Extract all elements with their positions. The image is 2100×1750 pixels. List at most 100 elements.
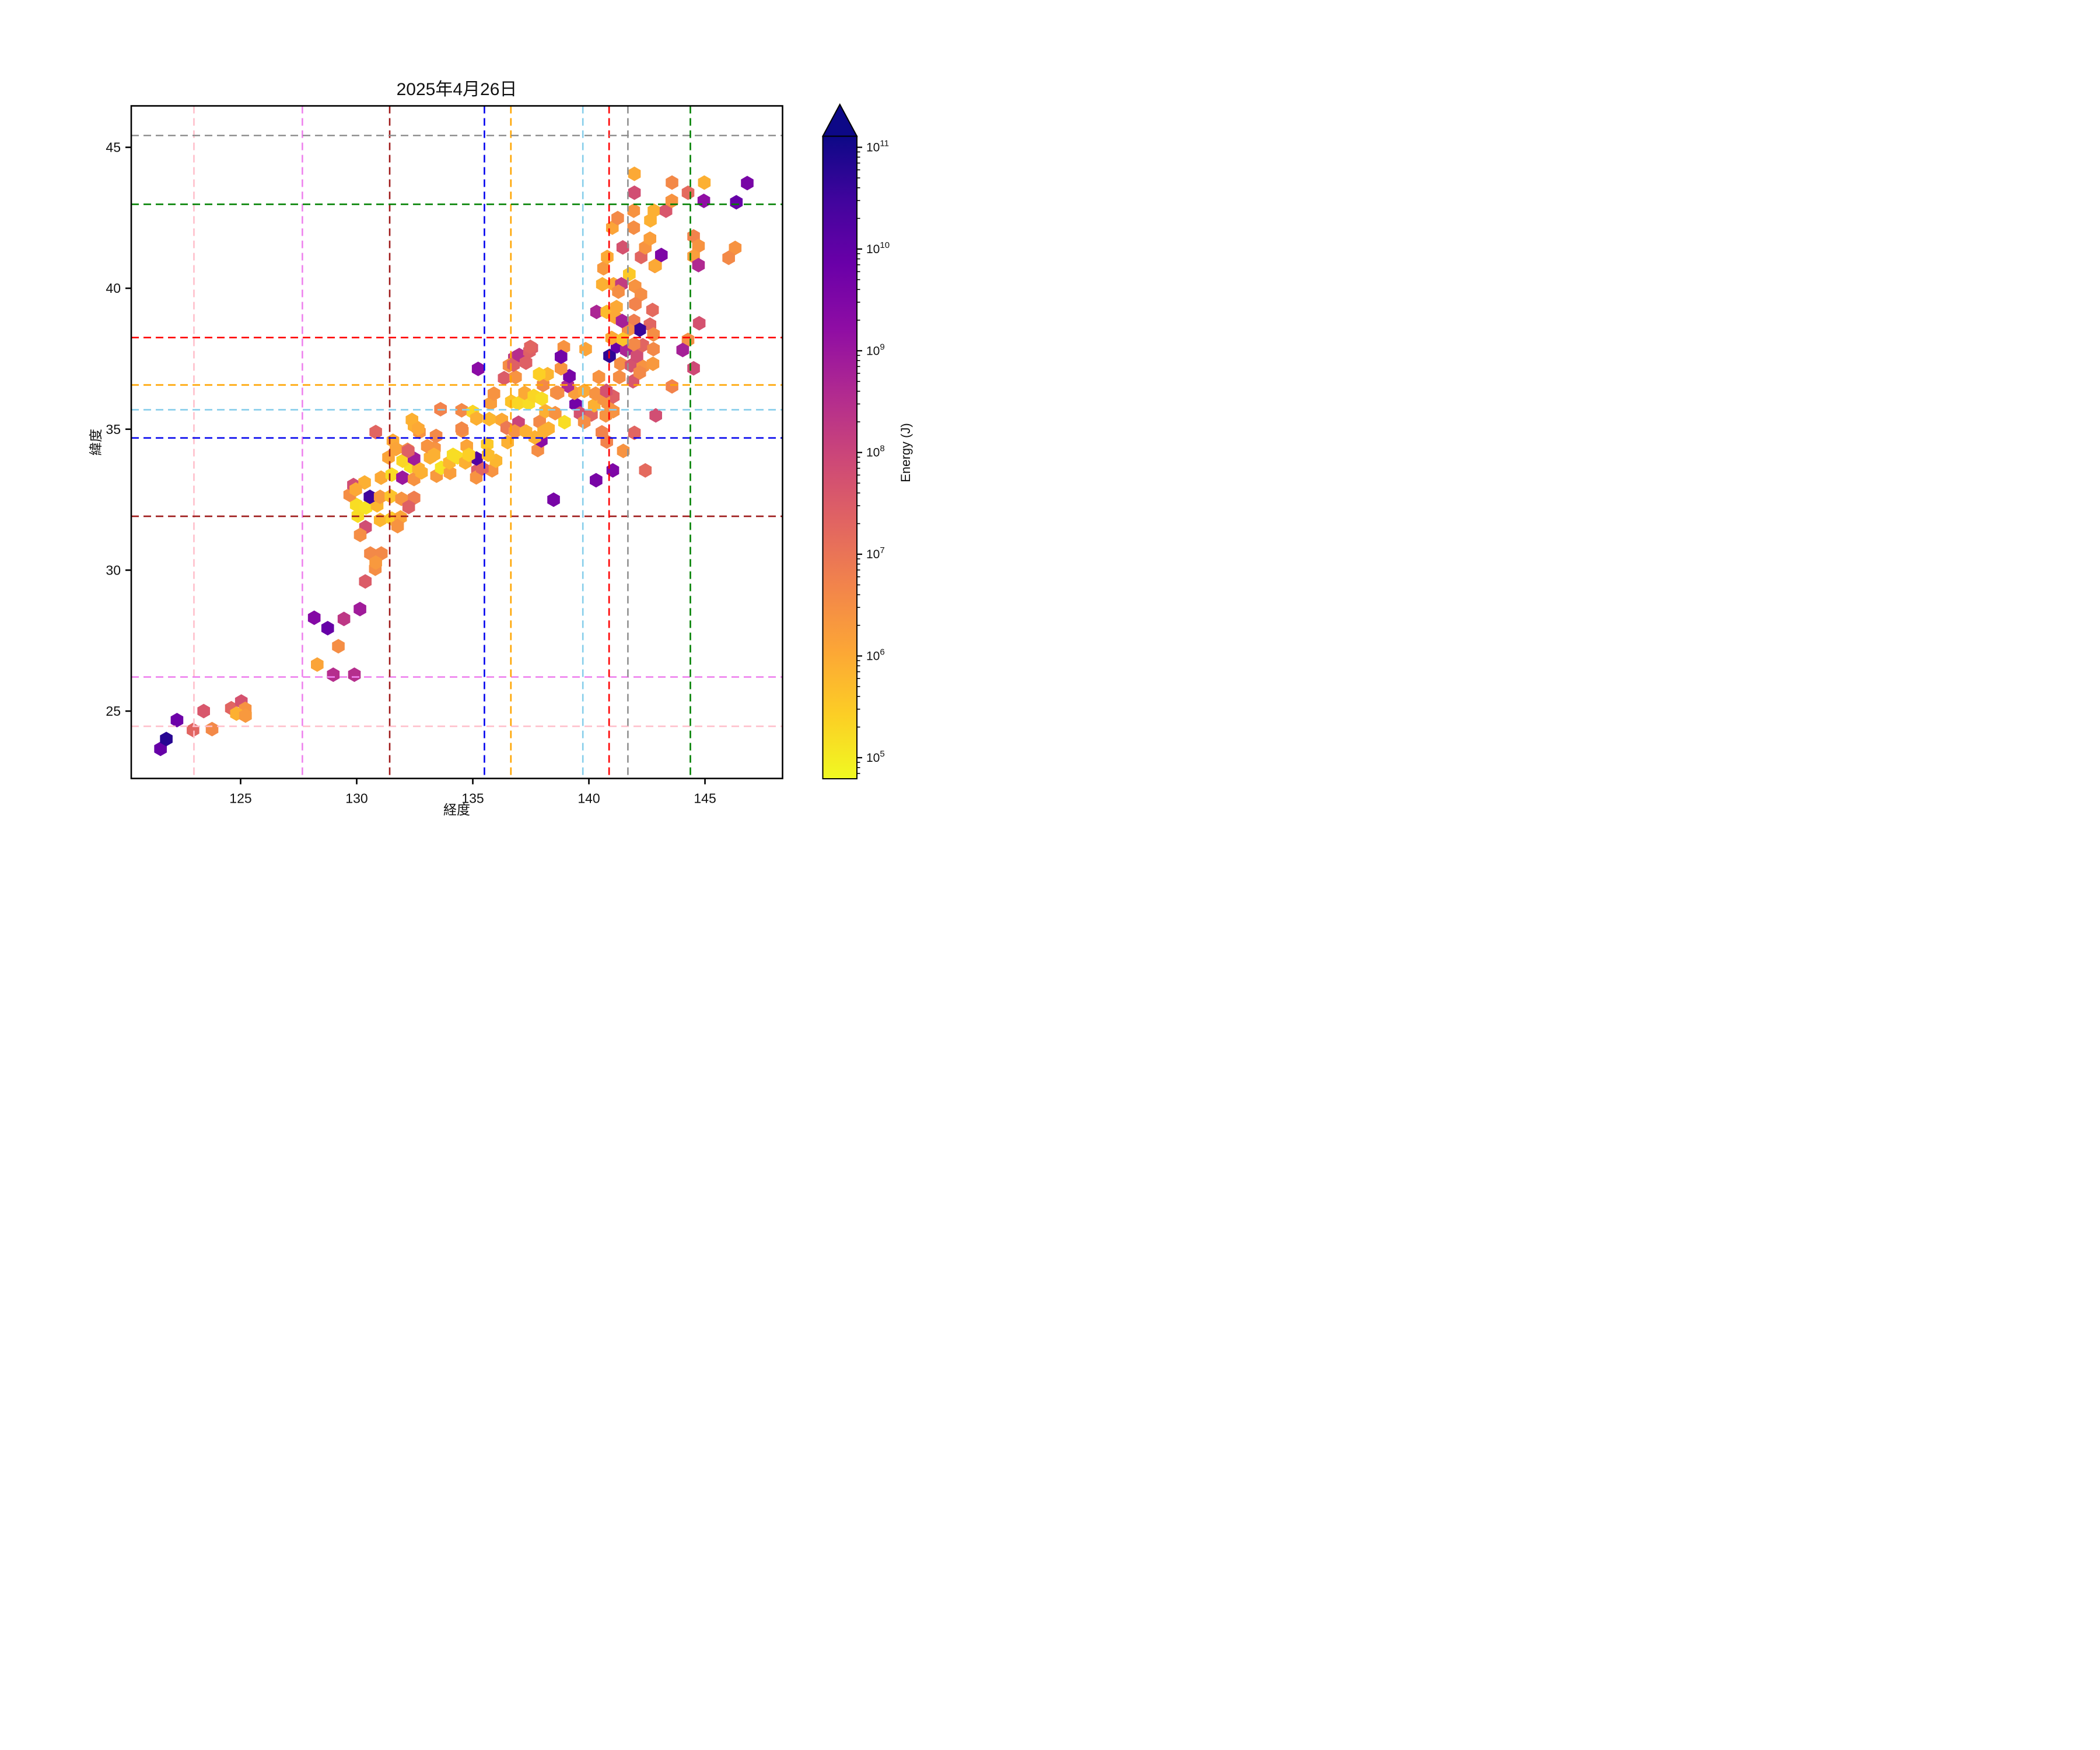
x-tick-label: 130	[345, 791, 368, 806]
hexbin-cell	[160, 732, 173, 747]
x-tick-label: 125	[229, 791, 251, 806]
hexbin-cell	[429, 428, 443, 443]
hexbin-cell	[396, 470, 409, 485]
hexbin-cell	[666, 175, 678, 190]
hexbin-cell	[508, 424, 522, 439]
hexbin-cell	[676, 342, 690, 358]
hexbin-cell	[533, 367, 546, 382]
hexbin-cell	[428, 447, 440, 463]
x-tick-label: 145	[694, 791, 716, 806]
hexbin-cell	[648, 203, 660, 218]
hexbin-cell	[615, 313, 629, 328]
hexbin-cell	[462, 447, 475, 463]
hexbin-cell	[519, 355, 533, 370]
hexbin-cell	[524, 340, 537, 355]
hexbin-cell	[455, 402, 468, 418]
hexbin-cell	[389, 442, 402, 457]
hexbin-cell	[542, 421, 555, 436]
hexbin-cell	[349, 497, 363, 512]
hexbin-cell	[643, 231, 657, 246]
hexbin-cell	[327, 667, 340, 682]
y-tick-label: 35	[106, 422, 121, 437]
colorbar-label: Energy (J)	[898, 423, 913, 482]
x-axis-label: 経度	[443, 802, 470, 817]
hexbin-cell	[692, 258, 705, 273]
hexbin-cell	[170, 712, 184, 727]
hexbin-cell	[614, 356, 627, 372]
hexbin-cell	[476, 461, 489, 476]
hexbin-cell	[205, 722, 219, 737]
hexbin-cell	[471, 361, 485, 376]
hexbin-cell	[369, 555, 382, 570]
y-tick-label: 30	[106, 562, 121, 578]
hexbin-cell	[412, 421, 425, 436]
hexbin-cell	[363, 489, 376, 505]
hexbin-cell	[647, 342, 660, 357]
hexbin-cell	[369, 425, 382, 440]
figure: 125 130 135 140 145 25 30 35 40 45 105 106 107 108 109…	[0, 0, 1050, 875]
y-tick-label: 45	[106, 140, 121, 155]
hexbin-cell	[612, 369, 626, 384]
axes-spines	[130, 105, 783, 779]
hexbin-cell	[384, 489, 397, 504]
hexbin-cell	[391, 519, 404, 534]
hexbin-cell	[551, 385, 565, 400]
hexbin-cell	[354, 527, 367, 542]
hexbin-cell	[512, 396, 525, 411]
hexbin-cell	[587, 398, 601, 413]
hexbin-cell	[558, 415, 571, 430]
hexbin-cell	[628, 166, 641, 181]
hexbin-cell	[578, 414, 591, 429]
hexbin-cell	[633, 365, 646, 380]
hexbin-cell	[487, 386, 501, 401]
hexbin-cell	[321, 621, 334, 636]
hexbin-cell	[692, 316, 706, 331]
y-tick-label: 25	[106, 704, 121, 719]
hexbin-cell	[596, 276, 609, 292]
hexbin-cell	[374, 470, 388, 485]
hexbin-cell	[349, 482, 362, 497]
hexbin-cell	[634, 287, 648, 302]
x-tick-label: 135	[461, 791, 484, 806]
hexbin-cell	[601, 250, 614, 265]
reference-lines	[131, 106, 783, 779]
hexbin-cell	[654, 247, 668, 262]
hexbin-cell	[373, 489, 387, 505]
hexbin-cell	[617, 443, 630, 459]
hexbin-cell	[666, 379, 678, 394]
hexbin-cell	[631, 348, 643, 363]
axis-ticks: 125 130 135 140 145 25 30 35 40 45	[106, 140, 716, 806]
hexbin-cell	[443, 466, 457, 481]
x-tick-label: 140	[578, 791, 600, 806]
hexbin-cell	[311, 657, 324, 672]
hexbin-cell	[692, 239, 705, 254]
hexbin-cell	[239, 708, 252, 723]
hexbin-cell	[622, 267, 636, 282]
hexbin-cell	[154, 741, 167, 757]
hexbin-points	[154, 166, 754, 757]
hexbin-chart: 125 130 135 140 145 25 30 35 40 45 105106107108109…	[0, 0, 1050, 875]
hexbin-cell	[616, 332, 629, 347]
hexbin-cell	[539, 404, 552, 419]
hexbin-cell	[554, 360, 568, 376]
hexbin-cell	[722, 250, 735, 265]
plot-area	[131, 106, 783, 779]
hexbin-cell	[681, 332, 695, 348]
hexbin-cell	[612, 284, 625, 299]
hexbin-cell	[639, 463, 652, 478]
chart-title: 2025年4月26日	[396, 80, 517, 99]
hexbin-cell	[592, 369, 606, 384]
hexbin-cell	[509, 369, 522, 384]
hexbin-cell	[197, 704, 210, 719]
hexbin-cell	[359, 574, 372, 589]
hexbin-cell	[402, 443, 415, 459]
hexbin-cell	[616, 240, 629, 255]
hexbin-cell	[337, 611, 351, 626]
hexbin-cell	[528, 430, 541, 445]
hexbin-cell	[348, 667, 361, 682]
hexbin-cell	[628, 185, 641, 200]
hexbin-cell	[659, 203, 673, 218]
y-tick-label: 40	[106, 281, 121, 296]
hexbin-cell	[629, 296, 642, 312]
